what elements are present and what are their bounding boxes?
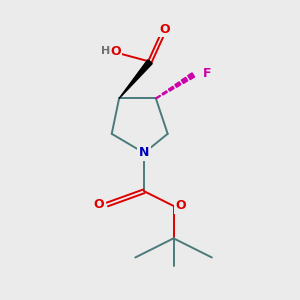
Text: N: N bbox=[139, 146, 149, 159]
Text: F: F bbox=[203, 67, 212, 80]
Polygon shape bbox=[169, 86, 174, 91]
Text: O: O bbox=[175, 200, 186, 212]
Polygon shape bbox=[162, 91, 167, 95]
Polygon shape bbox=[175, 82, 181, 87]
Text: O: O bbox=[94, 198, 104, 211]
Polygon shape bbox=[119, 60, 152, 98]
Polygon shape bbox=[188, 73, 195, 80]
Text: O: O bbox=[111, 45, 122, 58]
Text: O: O bbox=[159, 23, 170, 36]
Polygon shape bbox=[156, 95, 161, 99]
Polygon shape bbox=[181, 77, 188, 83]
Text: H: H bbox=[101, 46, 110, 56]
